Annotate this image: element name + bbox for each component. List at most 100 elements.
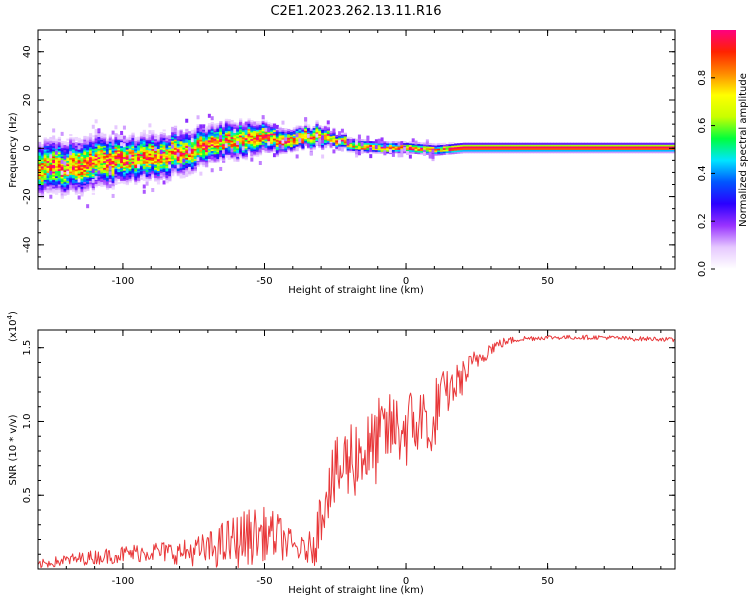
heatmap-cell [193,140,197,143]
heatmap-cell [391,142,396,145]
heatmap-cell [46,165,50,168]
heatmap-cell [230,131,234,134]
heatmap-cell [125,144,129,147]
heatmap-cell [207,156,212,159]
heatmap-cell [227,156,231,159]
heatmap-cell [615,147,619,150]
heatmap-cell [117,163,121,166]
heatmap-cell [202,134,206,137]
heatmap-cell [519,146,523,149]
heatmap-cell [567,147,571,150]
heatmap-cell [94,149,98,152]
heatmap-cell [496,147,500,150]
heatmap-speckle [179,130,183,135]
heatmap-cell [547,146,551,149]
heatmap-cell [156,172,161,175]
heatmap-cell [210,138,214,141]
heatmap-cell [199,137,203,140]
heatmap-cell [83,176,87,179]
heatmap-speckle [222,149,226,154]
heatmap-cell [103,167,107,170]
heatmap-speckle [210,168,214,173]
x-tick-label: -50 [256,276,272,287]
heatmap-cell [97,165,101,168]
heatmap-cell [77,166,81,169]
heatmap-cell [111,158,115,161]
heatmap-cell [386,151,390,154]
heatmap-cell [91,175,96,178]
heatmap-cell [539,151,543,154]
heatmap-speckle [94,128,98,133]
heatmap-speckle [272,153,276,158]
heatmap-cell [86,138,90,141]
spectrogram-heatmap [38,113,675,209]
heatmap-speckle [389,149,393,154]
heatmap-cell [57,187,62,190]
heatmap-speckle [278,127,282,132]
heatmap-cell [584,144,588,147]
heatmap-speckle [425,141,429,146]
heatmap-cell [100,157,104,161]
heatmap-cell [624,146,628,149]
heatmap-cell [46,174,50,177]
heatmap-cell [343,142,347,145]
heatmap-cell [250,155,254,158]
heatmap-cell [159,174,163,177]
heatmap-cell [162,153,166,156]
heatmap-cell [83,142,87,145]
heatmap-cell [389,141,393,144]
heatmap-cell [287,128,291,132]
heatmap-cell [97,134,101,138]
heatmap-speckle [196,115,200,120]
heatmap-cell [267,132,271,135]
heatmap-cell [250,130,254,133]
heatmap-cell [641,146,645,149]
heatmap-cell [230,121,234,124]
heatmap-cell [97,178,101,181]
heatmap-cell [63,188,67,191]
heatmap-cell [578,149,582,152]
heatmap-cell [522,147,526,150]
heatmap-cell [219,127,223,131]
heatmap-cell [128,160,132,163]
heatmap-cell [264,149,268,152]
heatmap-cell [103,169,107,172]
heatmap-cell [236,151,240,154]
heatmap-cell [233,149,237,152]
heatmap-cell [83,181,87,184]
heatmap-cell [536,151,540,154]
heatmap-cell [151,130,155,133]
heatmap-cell [389,144,393,147]
heatmap-speckle [428,152,432,157]
heatmap-cell [281,129,285,132]
heatmap-cell [38,155,42,158]
heatmap-cell [137,158,141,161]
heatmap-cell [63,149,67,152]
heatmap-cell [196,136,200,139]
heatmap-cell [663,149,667,152]
heatmap-cell [287,149,291,152]
heatmap-cell [156,135,161,138]
heatmap-cell [188,144,192,147]
heatmap-cell [94,136,98,139]
heatmap-cell [366,151,370,154]
heatmap-cell [103,176,107,179]
heatmap-cell [442,142,447,145]
heatmap-cell [632,149,636,152]
heatmap-speckle [142,189,146,194]
heatmap-cell [289,129,294,133]
heatmap-cell [202,157,206,161]
heatmap-cell [289,136,294,139]
heatmap-cell [428,146,432,149]
heatmap-cell [122,155,127,158]
heatmap-cell [80,179,84,182]
heatmap-cell [131,152,135,156]
heatmap-cell [451,152,455,155]
heatmap-cell [202,144,206,147]
heatmap-cell [137,175,141,178]
heatmap-cell [253,144,257,147]
heatmap-cell [52,178,56,181]
heatmap-cell [604,151,608,154]
heatmap-cell [244,127,248,130]
heatmap-cell [185,160,189,164]
